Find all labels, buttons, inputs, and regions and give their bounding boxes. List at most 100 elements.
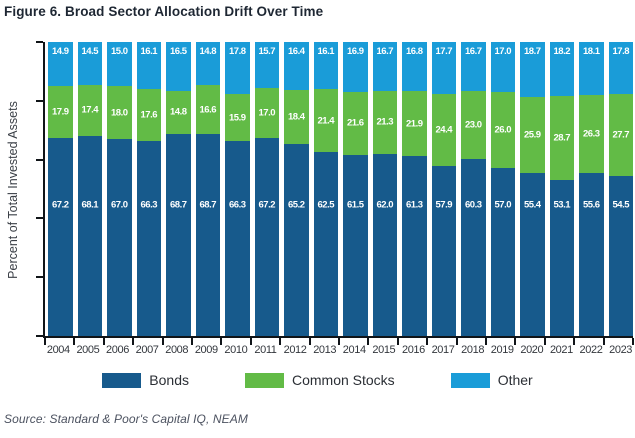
x-axis-tick: [220, 338, 223, 345]
stacked-bar-2021: 18.2 28.7 53.1: [549, 42, 574, 336]
x-axis-label-2006: 2006: [106, 344, 129, 356]
y-axis-tick: [36, 158, 43, 161]
x-axis-label-2022: 2022: [579, 344, 603, 356]
y-axis-tick: [36, 276, 43, 279]
bar-segment-bonds: [284, 144, 309, 336]
bar-segment-bonds: [166, 134, 191, 336]
x-axis-label-2010: 2010: [224, 344, 248, 356]
bar-segment-bonds: [549, 179, 574, 336]
stacked-bar-2015: 16.7 21.3 62.0: [372, 42, 397, 336]
bar-segment-common-stocks: [166, 90, 191, 135]
bar-segment-other: [254, 42, 279, 89]
x-axis-label-2016: 2016: [401, 344, 425, 356]
x-axis-tick: [573, 338, 576, 345]
x-axis-tick: [191, 338, 193, 345]
stacked-bar-2006: 15.0 18.0 67.0: [107, 42, 132, 336]
x-axis-label-2013: 2013: [313, 344, 337, 356]
bars-container: 14.9 17.9 67.2 14.5 17.4 68.1 15.0 18.0 67.0 16.1…: [45, 42, 633, 336]
y-axis-tick: [36, 41, 43, 43]
x-axis-tick: [367, 338, 370, 345]
x-axis-label-2019: 2019: [490, 344, 514, 356]
bar-segment-other: [461, 42, 486, 92]
bar-segment-bonds: [579, 172, 604, 336]
stacked-bar-2010: 17.8 15.9 66.3: [225, 42, 250, 336]
bar-segment-other: [402, 42, 427, 92]
stacked-bar-2020: 18.7 25.9 55.4: [520, 42, 545, 336]
x-axis-tick: [161, 338, 164, 345]
bar-segment-other: [284, 42, 309, 91]
x-axis-tick: [396, 338, 399, 345]
bar-segment-common-stocks: [520, 96, 545, 174]
x-axis-label-2005: 2005: [76, 344, 100, 356]
y-axis-tick: [36, 335, 43, 337]
x-axis-tick: [602, 338, 605, 345]
y-axis-tick: [36, 99, 43, 102]
stacked-bar-2004: 14.9 17.9 67.2: [48, 42, 73, 336]
bar-segment-other: [579, 42, 604, 96]
bar-segment-common-stocks: [313, 89, 338, 153]
bar-segment-other: [520, 42, 545, 97]
bar-segment-common-stocks: [195, 85, 220, 135]
bar-segment-bonds: [195, 134, 220, 336]
bar-segment-other: [372, 42, 397, 92]
plot-area: 14.9 17.9 67.2 14.5 17.4 68.1 15.0 18.0 67.0 16.1…: [36, 41, 634, 345]
x-axis-label-2011: 2011: [254, 344, 277, 356]
bar-segment-common-stocks: [579, 95, 604, 173]
bar-segment-other: [608, 42, 633, 95]
x-axis-tick: [455, 338, 458, 345]
bar-segment-bonds: [48, 138, 73, 336]
x-axis-tick: [279, 338, 282, 345]
x-axis-label-2017: 2017: [431, 344, 455, 356]
bar-segment-bonds: [608, 175, 633, 336]
bar-segment-other: [431, 42, 456, 95]
bar-segment-bonds: [225, 141, 250, 336]
bar-segment-bonds: [136, 141, 161, 336]
x-axis-tick: [632, 338, 634, 345]
x-axis-label-2009: 2009: [194, 344, 218, 356]
x-axis-tick: [44, 338, 46, 345]
legend-swatch-common-stocks: [244, 372, 284, 388]
bar-segment-bonds: [461, 158, 486, 336]
bar-segment-common-stocks: [284, 90, 309, 145]
x-axis-tick: [73, 338, 76, 345]
x-axis-tick: [338, 338, 340, 345]
bar-segment-other: [225, 42, 250, 95]
legend-label-bonds: Bonds: [149, 372, 189, 388]
source-attribution: Source: Standard & Poor's Capital IQ, NE…: [4, 412, 248, 426]
x-axis-label-2021: 2021: [549, 344, 573, 356]
legend-label-common-stocks: Common Stocks: [291, 372, 395, 388]
bar-segment-common-stocks: [225, 94, 250, 142]
x-axis-tick: [426, 338, 429, 345]
bar-segment-bonds: [490, 168, 515, 336]
stacked-bar-2016: 16.8 21.9 61.3: [402, 42, 427, 336]
bar-segment-common-stocks: [48, 85, 73, 139]
legend-item-other: Other: [450, 372, 533, 388]
bar-segment-common-stocks: [608, 94, 633, 176]
x-axis-tick: [249, 338, 252, 345]
legend-item-bonds: Bonds: [102, 372, 189, 388]
stacked-bar-2014: 16.9 21.6 61.5: [343, 42, 368, 336]
x-axis-tick: [308, 338, 311, 345]
bar-segment-bonds: [431, 165, 456, 336]
stacked-bar-2007: 16.1 17.6 66.3: [136, 42, 161, 336]
bar-segment-common-stocks: [77, 84, 102, 136]
bar-segment-bonds: [107, 139, 132, 336]
stacked-bar-2019: 17.0 26.0 57.0: [490, 42, 515, 336]
x-axis-labels: 2004 2005 2006 2007 2008 2009 2010 2011 2012 2013…: [43, 344, 633, 356]
legend-label-other: Other: [497, 372, 533, 388]
stacked-bar-2022: 18.1 26.3 55.6: [579, 42, 604, 336]
stacked-bar-2005: 14.5 17.4 68.1: [77, 42, 102, 336]
bar-segment-bonds: [372, 153, 397, 336]
y-axis-label: Percent of Total Invested Assets: [6, 101, 20, 279]
legend-swatch-other: [450, 372, 490, 388]
stacked-bar-2011: 15.7 17.0 67.2: [254, 42, 279, 336]
figure-title: Figure 6. Broad Sector Allocation Drift …: [4, 4, 324, 19]
y-axis-tick: [36, 217, 43, 220]
x-axis-tick: [543, 338, 546, 345]
bar-segment-common-stocks: [343, 91, 368, 156]
bar-segment-bonds: [520, 173, 545, 336]
x-axis-label-2020: 2020: [520, 344, 544, 356]
chart-legend: Bonds Common Stocks Other: [0, 372, 635, 388]
bar-segment-common-stocks: [372, 91, 397, 154]
bar-segment-other: [166, 42, 191, 91]
